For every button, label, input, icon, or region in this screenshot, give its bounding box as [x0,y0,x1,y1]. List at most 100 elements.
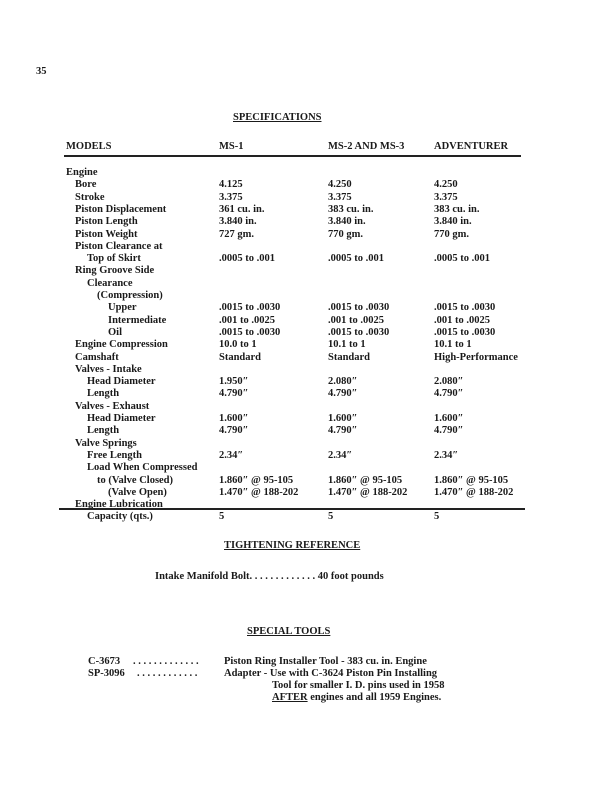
header-adventurer: ADVENTURER [434,141,509,152]
spec-row: (Compression) [0,290,612,302]
value-ms-1: 361 cu. in. [219,203,265,215]
tool-description: Piston Ring Installer Tool - 383 cu. in.… [224,656,427,667]
spec-label: Piston Clearance at [75,240,163,252]
tool-description-cont: Tool for smaller I. D. pins used in 1958 [272,680,445,691]
value-ms-1: 10.0 to 1 [219,339,257,351]
spec-row: Upper .0015 to .0030 .0015 to .0030 .0015 t… [0,302,612,314]
spec-label: Stroke [75,191,105,203]
spec-row: Engine Compression 10.0 to 1 10.1 to 1 10.1… [0,339,612,351]
spec-label: Head Diameter [87,413,156,424]
spec-label: Capacity (qts.) [87,511,153,523]
spec-row: Piston Displacement 361 cu. in. 383 cu. in… [0,204,612,216]
tool-leader: . . . . . . . . . . . . [137,668,198,679]
value-ms-2-ms-3: 10.1 to 1 [328,339,366,351]
value-adventurer: 1.470″ @ 188-202 [434,486,514,498]
spec-row: Ring Groove Side [0,265,612,277]
value-ms-1: .0015 to .0030 [219,302,281,314]
value-adventurer: 1.860″ @ 95-105 [434,474,509,486]
value-adventurer: 3.840 in. [434,216,472,228]
spec-label: Piston Weight [75,228,138,240]
table-bottom-divider [59,508,525,510]
value-adventurer: 3.375 [434,191,458,203]
spec-label: (Valve Open) [108,486,167,498]
spec-label: Top of Skirt [87,253,141,265]
value-ms-1: 1.600″ [219,413,249,424]
spec-label: Free Length [87,449,142,461]
value-ms-1: 3.375 [219,191,243,203]
tool-leader: . . . . . . . . . . . . . [133,656,199,667]
value-ms-1: 1.860″ @ 95-105 [219,474,294,486]
spec-row: Valves - Exhaust [0,401,612,413]
header-models: MODELS [66,141,112,152]
value-ms-2-ms-3: 383 cu. in. [328,203,374,215]
value-ms-1: 727 gm. [219,228,254,240]
value-ms-1: .0015 to .0030 [219,326,281,338]
value-adventurer: .0015 to .0030 [434,302,496,314]
spec-label: Camshaft [75,351,119,363]
spec-row: Bore 4.125 4.250 4.250 [0,179,612,191]
value-ms-2-ms-3: 5 [328,511,334,523]
tightening-leader: . . . . . . . . . . . . . [249,571,316,582]
header-divider [64,155,521,157]
tool-description: Adapter - Use with C-3624 Piston Pin Ins… [224,668,438,679]
spec-row: Load When Compressed [0,462,612,474]
value-ms-1: 1.950″ [219,376,249,388]
value-adventurer: 2.080″ [434,376,464,388]
value-ms-1: Standard [219,351,262,363]
spec-label: Engine Lubrication [75,499,163,511]
value-adventurer: .0005 to .001 [434,253,490,265]
value-ms-2-ms-3: 4.790″ [328,425,358,437]
tool-description-last: AFTER engines and all 1959 Engines. [272,692,441,703]
value-ms-2-ms-3: 1.470″ @ 188-202 [328,486,408,498]
value-adventurer: 383 cu. in. [434,203,480,215]
spec-label: to (Valve Closed) [97,474,174,486]
value-ms-1: 4.790″ [219,425,249,437]
value-ms-2-ms-3: .001 to .0025 [328,314,384,326]
spec-label: Valve Springs [75,437,137,449]
value-ms-2-ms-3: 2.34″ [328,449,353,461]
value-ms-2-ms-3: 1.600″ [328,413,358,424]
spec-row: to (Valve Closed) 1.860″ @ 95-105 1.860″ @… [0,475,612,487]
spec-row: Engine Lubrication [0,499,612,511]
spec-row: Piston Length 3.840 in. 3.840 in. 3.840 in. [0,216,612,228]
value-ms-1: .001 to .0025 [219,314,275,326]
spec-label: Length [87,425,120,437]
value-ms-2-ms-3: Standard [328,351,371,363]
value-ms-2-ms-3: 4.250 [328,179,352,191]
tightening-value: 40 foot pounds [317,571,384,582]
value-ms-1: 3.840 in. [219,216,257,228]
spec-row: Oil .0015 to .0030 .0015 to .0030 .0015 to … [0,327,612,339]
spec-label: Piston Displacement [75,203,167,215]
spec-row: Free Length 2.34″ 2.34″ 2.34″ [0,450,612,462]
value-adventurer: High-Performance [434,351,518,363]
header-ms-2-ms-3: MS-2 AND MS-3 [328,141,405,152]
page-number: 35 [36,66,47,77]
value-ms-2-ms-3: 770 gm. [328,228,363,240]
spec-row: Capacity (qts.) 5 5 5 [0,511,612,523]
tool-code: C-3673 [88,656,121,667]
value-adventurer: .001 to .0025 [434,314,490,326]
tightening-item: Intake Manifold Bolt. . . . . . . . . . … [155,571,384,582]
value-ms-1: 4.125 [219,179,243,191]
value-ms-2-ms-3: .0015 to .0030 [328,326,390,338]
value-adventurer: 10.1 to 1 [434,339,472,351]
specifications-title: SPECIFICATIONS [233,112,322,123]
spec-row: Head Diameter 1.950″ 2.080″ 2.080″ [0,376,612,388]
value-ms-2-ms-3: .0005 to .001 [328,253,384,265]
value-adventurer: 4.250 [434,179,458,191]
spec-row: Clearance [0,278,612,290]
value-adventurer: .0015 to .0030 [434,326,496,338]
value-adventurer: 4.790″ [434,425,464,437]
value-ms-1: 1.470″ @ 188-202 [219,486,299,498]
spec-label: Ring Groove Side [75,265,155,277]
value-ms-2-ms-3: 2.080″ [328,376,358,388]
spec-row: Top of Skirt .0005 to .001 .0005 to .001 .0… [0,253,612,265]
spec-label: Load When Compressed [87,462,198,474]
spec-label: Bore [75,179,97,191]
value-adventurer: 4.790″ [434,388,464,400]
spec-row: Intermediate .001 to .0025 .001 to .0025 .0… [0,315,612,327]
last-line-rest: engines and all 1959 Engines. [307,692,442,703]
spec-label: Valves - Exhaust [75,400,150,412]
spec-label: (Compression) [97,290,163,301]
spec-label: Upper [108,302,137,314]
